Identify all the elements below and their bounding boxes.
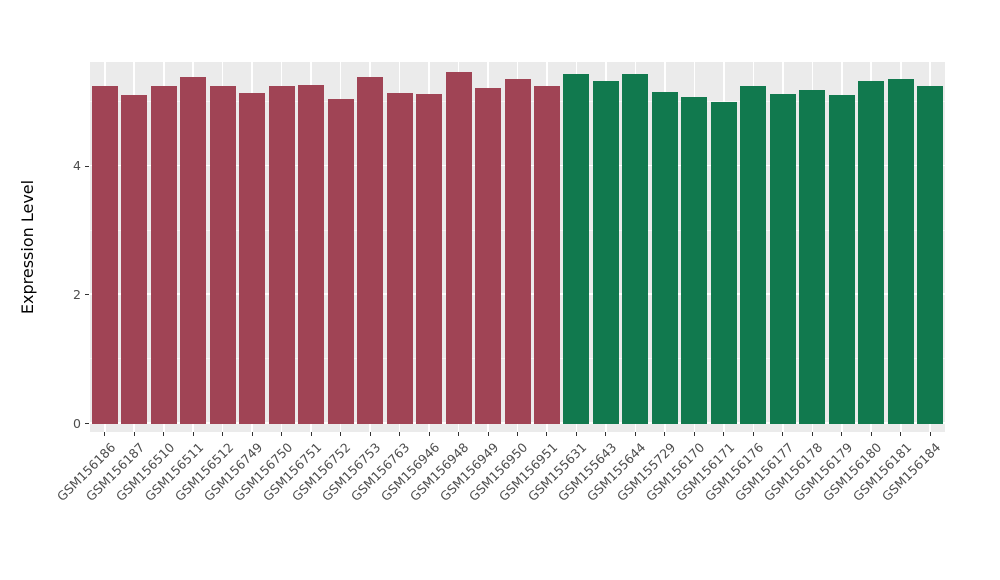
- x-tick-mark: [575, 432, 577, 436]
- bar-GSM156749: [239, 92, 266, 424]
- x-tick-mark: [900, 432, 902, 436]
- plot-panel: [90, 62, 945, 432]
- x-tick-mark: [340, 432, 342, 436]
- bar-GSM155644: [622, 73, 649, 424]
- bar-GSM156186: [91, 86, 118, 424]
- bar-GSM155643: [592, 81, 619, 424]
- x-tick-mark: [605, 432, 607, 436]
- x-tick-mark: [487, 432, 489, 436]
- bar-GSM156763: [386, 92, 413, 424]
- bar-GSM156512: [209, 85, 236, 424]
- x-tick-mark: [399, 432, 401, 436]
- y-tick-mark: [85, 165, 89, 167]
- bar-GSM156181: [887, 78, 914, 424]
- bar-GSM156946: [416, 93, 443, 424]
- x-tick-mark: [634, 432, 636, 436]
- x-tick-mark: [664, 432, 666, 436]
- bar-GSM156179: [828, 94, 855, 424]
- x-tick-mark: [104, 432, 106, 436]
- bar-GSM156180: [858, 80, 885, 424]
- bar-GSM155729: [651, 91, 678, 424]
- y-tick-label: 0: [73, 415, 81, 431]
- x-tick-mark: [841, 432, 843, 436]
- x-tick-mark: [428, 432, 430, 436]
- bar-GSM156950: [504, 78, 531, 424]
- x-tick-mark: [222, 432, 224, 436]
- x-tick-mark: [782, 432, 784, 436]
- bar-GSM156176: [740, 85, 767, 424]
- bar-GSM156171: [710, 101, 737, 424]
- x-tick-mark: [546, 432, 548, 436]
- bar-GSM156187: [121, 94, 148, 424]
- y-tick-mark: [85, 294, 89, 296]
- bar-GSM156752: [327, 98, 354, 424]
- x-tick-mark: [693, 432, 695, 436]
- bar-GSM156184: [917, 86, 944, 424]
- x-tick-mark: [723, 432, 725, 436]
- x-tick-mark: [517, 432, 518, 436]
- x-tick-mark: [310, 432, 312, 436]
- x-tick-mark: [870, 432, 872, 436]
- x-tick-mark: [281, 432, 283, 436]
- y-tick-mark: [85, 423, 89, 425]
- x-tick-mark: [192, 432, 194, 436]
- x-tick-mark: [752, 432, 754, 436]
- bar-GSM156753: [357, 76, 384, 424]
- y-tick-label: 2: [73, 286, 81, 302]
- bar-GSM156951: [533, 86, 560, 424]
- x-tick-mark: [133, 432, 135, 436]
- y-axis-title: Expression Level: [18, 179, 37, 315]
- x-tick-mark: [251, 432, 253, 436]
- bar-GSM156751: [298, 84, 325, 424]
- bar-GSM156178: [799, 90, 826, 424]
- bar-GSM156750: [268, 85, 295, 424]
- bar-GSM156510: [150, 85, 177, 424]
- x-tick-mark: [369, 432, 371, 436]
- y-tick-label: 4: [73, 158, 81, 174]
- x-tick-mark: [929, 432, 931, 436]
- bar-GSM155631: [563, 73, 590, 424]
- x-tick-mark: [811, 432, 813, 436]
- x-tick-mark: [458, 432, 460, 436]
- x-tick-mark: [163, 432, 165, 436]
- bar-GSM156948: [445, 72, 472, 424]
- bar-GSM156177: [769, 93, 796, 424]
- bar-GSM156170: [681, 97, 708, 424]
- bar-GSM156511: [180, 77, 207, 424]
- bar-GSM156949: [475, 87, 502, 424]
